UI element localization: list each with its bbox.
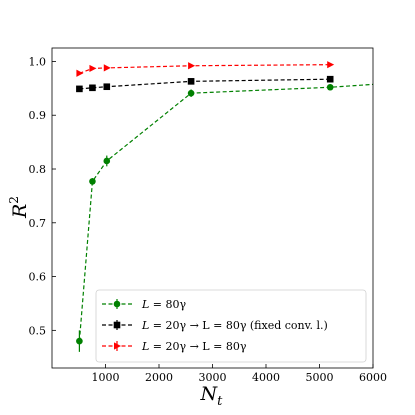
data-point bbox=[103, 157, 111, 165]
series-1 bbox=[76, 75, 334, 93]
legend-entry: L = 20γ → L = 80γ (fixed conv. l.) bbox=[102, 319, 328, 332]
y-tick-label: 0.5 bbox=[29, 324, 47, 337]
series-group bbox=[76, 61, 374, 352]
data-point bbox=[89, 64, 97, 73]
x-tick-label: 6000 bbox=[359, 371, 387, 384]
y-tick-label: 0.8 bbox=[29, 163, 47, 176]
data-point bbox=[326, 83, 334, 91]
legend-entry: L = 20γ → L = 80γ bbox=[102, 340, 247, 353]
x-tick-label: 3000 bbox=[199, 371, 227, 384]
series-line bbox=[79, 78, 331, 90]
axis-ticks: 1000 2000 3000 4000 5000 6000 0.5 0.6 0.7 0.8 0.9 1… bbox=[29, 55, 388, 384]
x-axis-label: Nt bbox=[200, 383, 224, 409]
data-point bbox=[188, 62, 196, 70]
data-point bbox=[89, 178, 96, 185]
data-point bbox=[103, 83, 111, 91]
legend-marker bbox=[113, 321, 121, 329]
legend-label: L = 20γ → L = 80γ (fixed conv. l.) bbox=[141, 319, 328, 332]
legend-box bbox=[95, 289, 367, 363]
legend-marker bbox=[114, 342, 121, 350]
data-point bbox=[326, 75, 334, 83]
data-point bbox=[103, 64, 111, 72]
data-point bbox=[187, 89, 195, 97]
x-tick-label: 2000 bbox=[145, 371, 173, 384]
y-tick-label: 0.7 bbox=[29, 217, 47, 230]
legend-entry: L = 80γ bbox=[102, 298, 187, 311]
legend-label: L = 80γ bbox=[141, 298, 187, 311]
legend-label: L = 20γ → L = 80γ bbox=[141, 340, 247, 353]
x-tick-label: 4000 bbox=[252, 371, 280, 384]
y-axis-label: R2 bbox=[7, 196, 31, 219]
x-tick-label: 5000 bbox=[306, 371, 334, 384]
data-point bbox=[76, 69, 84, 77]
data-point bbox=[89, 84, 96, 92]
legend: L = 80γ L = 20γ → L = 80γ (fixed conv. l.… bbox=[95, 289, 367, 363]
data-point bbox=[76, 337, 83, 345]
y-tick-label: 0.9 bbox=[29, 109, 47, 122]
data-point bbox=[187, 78, 195, 85]
y-tick-label: 0.6 bbox=[29, 271, 47, 284]
data-point bbox=[76, 85, 83, 93]
legend-marker bbox=[113, 300, 121, 308]
series-0 bbox=[76, 83, 374, 352]
data-point bbox=[327, 61, 335, 69]
series-line bbox=[79, 64, 331, 74]
x-tick-label: 1000 bbox=[92, 371, 120, 384]
series-2 bbox=[76, 61, 335, 77]
y-tick-label: 1.0 bbox=[29, 55, 47, 68]
series-line bbox=[78, 83, 374, 342]
